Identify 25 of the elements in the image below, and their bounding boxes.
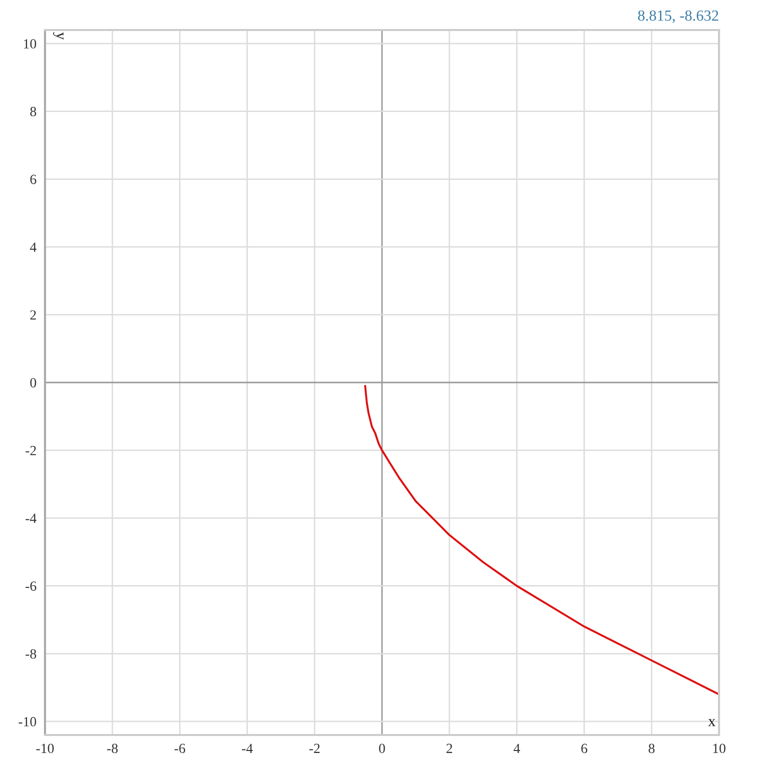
x-axis-title: x (708, 719, 716, 726)
y-tick-label: 6 (30, 174, 36, 184)
x-tick-label: -6 (174, 744, 186, 754)
y-axis-title: y (53, 32, 64, 40)
x-tick-label: 4 (514, 744, 520, 753)
y-tick-label: 2 (30, 310, 36, 320)
x-tick-label: 6 (581, 744, 588, 754)
y-tick-label: 4 (30, 242, 36, 252)
line-series (364, 384, 719, 696)
x-tick-label: 8 (648, 744, 655, 754)
x-tick-label: 0 (379, 744, 385, 754)
y-tick-label: 10 (24, 39, 36, 49)
y-tick-label: -10 (18, 717, 36, 726)
y-tick-label: -8 (26, 649, 36, 659)
x-tick-label: 2 (446, 744, 452, 753)
y-tick-label: -6 (26, 581, 36, 591)
y-tick-label: 0 (30, 378, 36, 388)
text: 8.815, -8.632 (638, 10, 718, 23)
x-tick-label: -2 (309, 744, 320, 753)
y-tick-label: 8 (30, 106, 36, 116)
x-tick-label: 10 (713, 744, 726, 754)
y-tick-label: -2 (26, 446, 36, 456)
x-tick-label: -8 (107, 744, 118, 754)
y-tick-label: -4 (26, 514, 36, 523)
x-tick-label: -4 (242, 744, 253, 753)
